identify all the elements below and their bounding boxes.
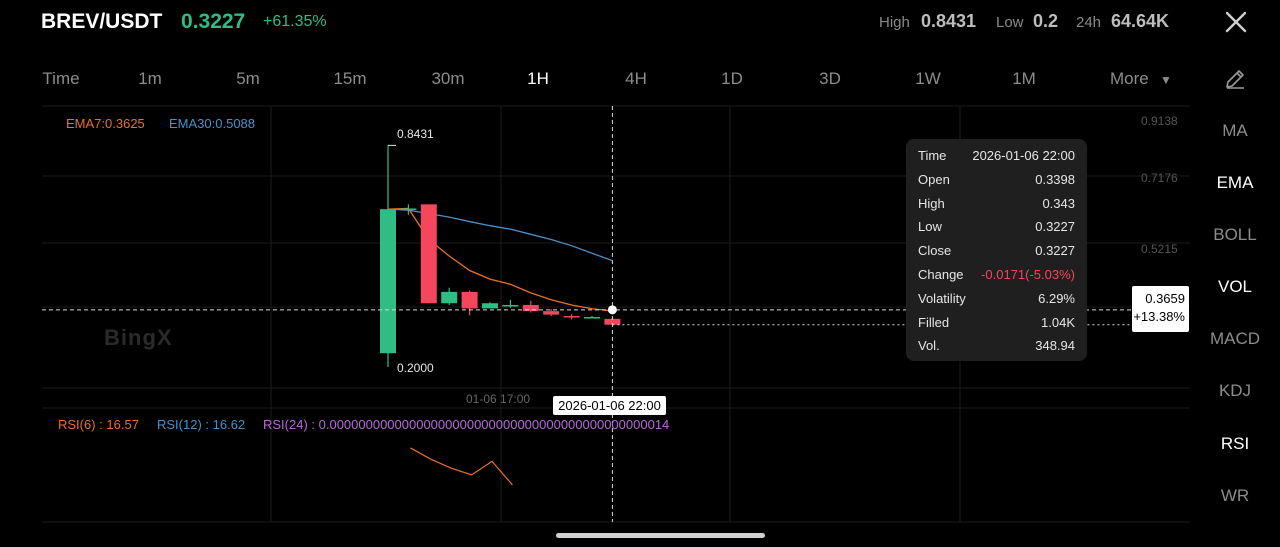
rsi6-series: [410, 447, 513, 486]
low-label: Low: [996, 14, 1024, 31]
rsi24-label: RSI(24) : 0.0000000000000000000000000000…: [263, 417, 670, 432]
candle-body: [441, 291, 458, 304]
candle-body: [400, 208, 417, 210]
tooltip-key: Open: [918, 171, 950, 187]
candle-body: [584, 317, 600, 319]
tooltip-value: -0.0171(-5.03%): [981, 267, 1075, 282]
tooltip-value: 2026-01-06 22:00: [972, 148, 1075, 163]
candle-body: [380, 209, 396, 354]
x-axis-tick: 01-06 17:00: [466, 392, 531, 406]
tooltip-key: Close: [918, 243, 952, 259]
rsi-line: [410, 447, 513, 486]
max-price-marker: 0.8431: [397, 127, 434, 141]
crosshair-time-label: 2026-01-06 22:00: [553, 396, 666, 415]
tooltip-value: 6.29%: [1038, 290, 1075, 306]
low-value: 0.2: [1033, 11, 1059, 31]
y-axis-tick: 0.9138: [1141, 114, 1178, 128]
tooltip-value: 1.04K: [1041, 314, 1075, 330]
tab-4h[interactable]: 4H: [625, 69, 647, 88]
indicator-ema[interactable]: EMA: [1216, 173, 1254, 192]
candle-body: [420, 204, 437, 304]
bingx-watermark: BingX: [104, 325, 173, 350]
indicator-rsi[interactable]: RSI: [1220, 434, 1250, 453]
y-axis-tick: 0.5215: [1141, 242, 1178, 256]
tooltip-key: High: [918, 195, 945, 211]
pencil-icon[interactable]: [1224, 68, 1246, 90]
min-price-marker: 0.2000: [397, 361, 434, 375]
close-icon[interactable]: [1222, 8, 1250, 36]
volume-24h-label: 24h: [1076, 14, 1102, 31]
tooltip-key: Vol.: [918, 338, 940, 354]
tooltip-value: 0.3227: [1035, 219, 1075, 235]
indicator-ma[interactable]: MA: [1222, 121, 1248, 140]
tooltip-value: 0.3398: [1035, 171, 1075, 187]
candle-tooltip: Time 2026-01-06 22:00 Open 0.3398 High 0.343 L…: [906, 139, 1087, 361]
high-label: High: [879, 14, 910, 31]
candle-body: [461, 291, 478, 309]
indicator-macd[interactable]: MACD: [1209, 329, 1261, 348]
tab-1mo[interactable]: 1M: [1012, 69, 1036, 88]
tooltip-value: 0.343: [1042, 195, 1075, 211]
more-timeframes-button[interactable]: More: [1110, 69, 1149, 88]
volume-24h-value: 64.64K: [1111, 11, 1170, 31]
tab-30m[interactable]: 30m: [431, 69, 465, 88]
tab-5m[interactable]: 5m: [236, 69, 260, 88]
tab-time[interactable]: Time: [42, 69, 80, 88]
indicator-kdj[interactable]: KDJ: [1218, 381, 1252, 400]
ema7-label: EMA7:0.3625: [66, 116, 145, 131]
candle-body: [502, 304, 519, 307]
candle-body: [482, 303, 498, 309]
tooltip-key: Time: [918, 148, 947, 163]
candles: [380, 144, 621, 367]
candle-body: [543, 311, 560, 315]
tab-3d[interactable]: 3D: [819, 69, 841, 88]
tab-1d[interactable]: 1D: [721, 69, 743, 88]
candle-body: [522, 304, 539, 312]
y-axis-tick: 0.7176: [1141, 171, 1178, 185]
tooltip-key: Low: [918, 219, 942, 235]
tooltip-value: 0.3227: [1035, 243, 1075, 259]
caret-down-icon[interactable]: ▼: [1160, 73, 1172, 87]
crosshair-price-label: 0.3659 +13.38%: [1132, 286, 1189, 332]
crosshair-price-percent: +13.38%: [1133, 309, 1185, 324]
tab-1h[interactable]: 1H: [527, 69, 549, 88]
tooltip-value: 348.94: [1035, 338, 1075, 354]
candle-body: [604, 318, 621, 325]
indicator-wr[interactable]: WR: [1220, 486, 1250, 505]
tab-1m[interactable]: 1m: [138, 69, 162, 88]
tooltip-key: Filled: [918, 314, 950, 330]
tooltip-key: Change: [918, 267, 964, 282]
indicator-boll[interactable]: BOLL: [1213, 225, 1257, 244]
crosshair: [42, 106, 1132, 522]
rsi6-label: RSI(6) : 16.57: [58, 417, 139, 432]
price-change-percent: +61.35%: [263, 13, 327, 30]
ema30-label: EMA30:0.5088: [169, 116, 256, 131]
tab-15m[interactable]: 15m: [333, 69, 367, 88]
crosshair-price: 0.3659: [1145, 291, 1185, 306]
candle-body: [563, 315, 580, 318]
indicator-vol[interactable]: VOL: [1217, 277, 1253, 296]
high-value: 0.8431: [921, 11, 977, 31]
tooltip-key: Volatility: [918, 290, 966, 306]
tab-1w[interactable]: 1W: [915, 69, 941, 88]
last-price: 0.3227: [181, 10, 246, 33]
rsi12-label: RSI(12) : 16.62: [157, 417, 246, 432]
crosshair-point: [607, 305, 617, 315]
home-indicator[interactable]: [556, 533, 765, 538]
pair-symbol[interactable]: BREV/USDT: [41, 10, 163, 33]
